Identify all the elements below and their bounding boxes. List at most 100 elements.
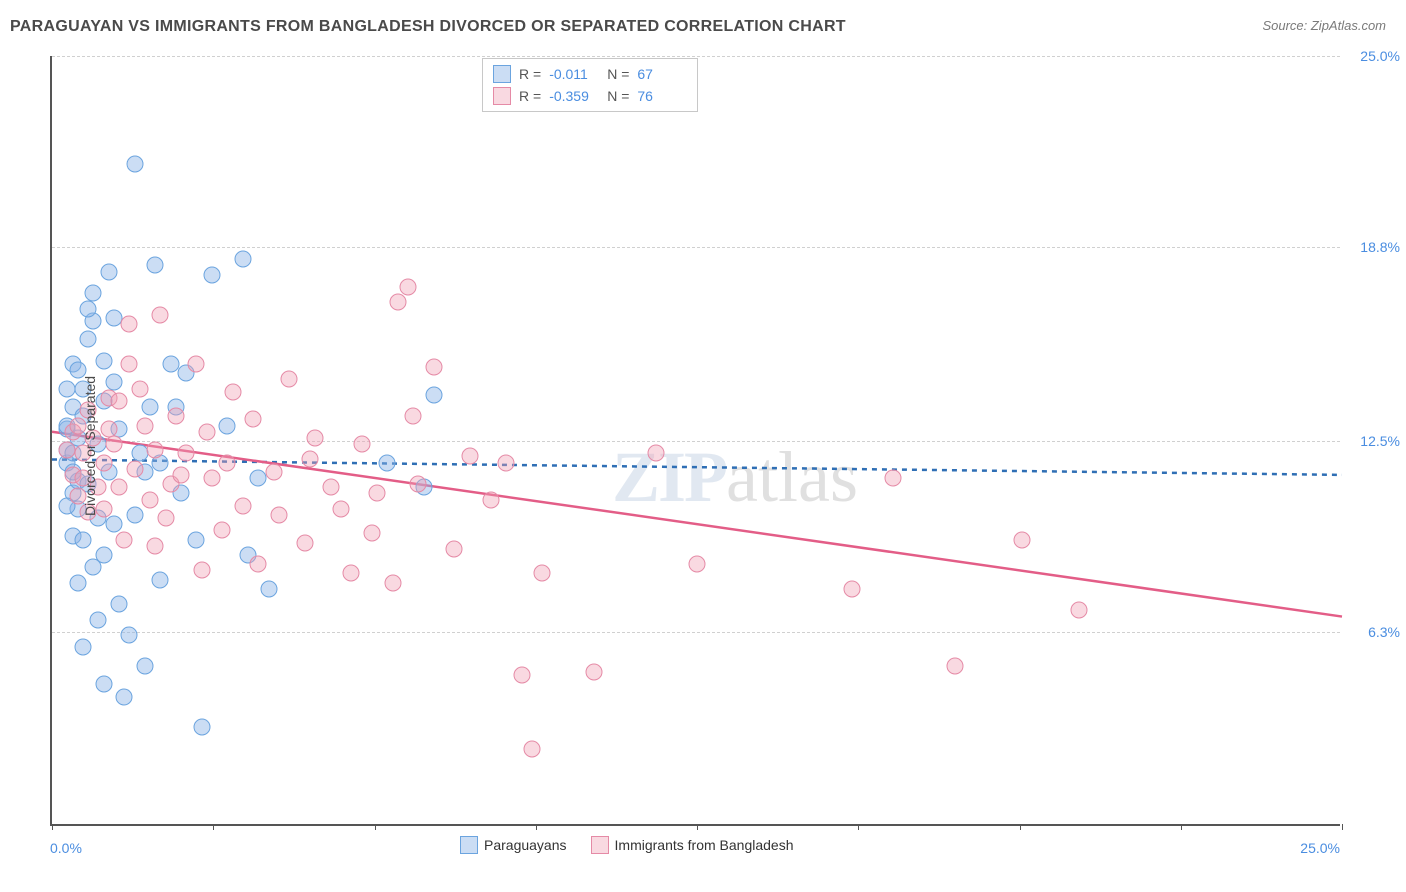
data-point <box>173 466 190 483</box>
data-point <box>281 371 298 388</box>
y-axis-label: Divorced or Separated <box>82 376 98 516</box>
data-point <box>136 657 153 674</box>
data-point <box>74 531 91 548</box>
data-point <box>219 417 236 434</box>
data-point <box>85 285 102 302</box>
data-point <box>384 574 401 591</box>
data-point <box>363 525 380 542</box>
data-point <box>111 596 128 613</box>
data-point <box>379 454 396 471</box>
data-point <box>689 556 706 573</box>
data-point <box>188 531 205 548</box>
data-point <box>121 627 138 644</box>
y-axis-tick: 6.3% <box>1345 624 1400 640</box>
data-point <box>843 580 860 597</box>
data-point <box>95 352 112 369</box>
data-point <box>302 451 319 468</box>
data-point <box>369 485 386 502</box>
data-point <box>203 469 220 486</box>
data-point <box>203 266 220 283</box>
data-point <box>85 559 102 576</box>
data-point <box>105 516 122 533</box>
data-point <box>425 359 442 376</box>
data-point <box>498 454 515 471</box>
data-point <box>116 531 133 548</box>
plot-area: ZIPatlas R =-0.011N =67R =-0.359N =76 6.… <box>50 56 1340 826</box>
data-point <box>193 562 210 579</box>
data-point <box>425 386 442 403</box>
data-point <box>410 476 427 493</box>
data-point <box>142 399 159 416</box>
data-point <box>136 417 153 434</box>
y-axis-tick: 25.0% <box>1345 48 1400 64</box>
data-point <box>193 719 210 736</box>
data-point <box>461 448 478 465</box>
data-point <box>90 611 107 628</box>
data-point <box>1070 602 1087 619</box>
legend-label: Immigrants from Bangladesh <box>615 837 794 853</box>
data-point <box>111 392 128 409</box>
x-axis-tick-mark <box>1342 824 1343 830</box>
data-point <box>100 263 117 280</box>
data-point <box>250 556 267 573</box>
data-point <box>59 442 76 459</box>
data-point <box>271 506 288 523</box>
data-point <box>80 331 97 348</box>
legend-swatch <box>460 836 478 854</box>
data-point <box>534 565 551 582</box>
data-point <box>523 741 540 758</box>
data-point <box>1014 531 1031 548</box>
data-point <box>245 411 262 428</box>
data-point <box>647 445 664 462</box>
data-point <box>234 251 251 268</box>
data-point <box>260 580 277 597</box>
data-point <box>100 420 117 437</box>
data-point <box>147 442 164 459</box>
data-point <box>219 454 236 471</box>
data-point <box>126 155 143 172</box>
data-point <box>147 537 164 554</box>
x-axis-tick-min: 0.0% <box>50 840 82 856</box>
y-axis-tick: 12.5% <box>1345 433 1400 449</box>
data-point <box>482 491 499 508</box>
legend-swatch <box>591 836 609 854</box>
bottom-legend: Paraguayans Immigrants from Bangladesh <box>460 836 793 854</box>
data-point <box>198 423 215 440</box>
data-point <box>167 408 184 425</box>
chart-title: PARAGUAYAN VS IMMIGRANTS FROM BANGLADESH… <box>10 18 846 35</box>
legend-item: Immigrants from Bangladesh <box>591 836 794 854</box>
trend-line <box>52 459 1342 474</box>
data-point <box>214 522 231 539</box>
data-point <box>80 300 97 317</box>
data-point <box>400 279 417 296</box>
data-point <box>234 497 251 514</box>
data-point <box>69 574 86 591</box>
data-point <box>152 571 169 588</box>
data-point <box>405 408 422 425</box>
data-point <box>307 429 324 446</box>
data-point <box>188 356 205 373</box>
data-point <box>74 639 91 656</box>
data-point <box>131 380 148 397</box>
trend-line <box>52 432 1342 617</box>
data-point <box>389 294 406 311</box>
data-point <box>121 356 138 373</box>
data-point <box>116 688 133 705</box>
data-point <box>95 676 112 693</box>
legend-label: Paraguayans <box>484 837 567 853</box>
data-point <box>162 356 179 373</box>
data-point <box>178 445 195 462</box>
data-point <box>446 540 463 557</box>
data-point <box>142 491 159 508</box>
data-point <box>152 306 169 323</box>
data-point <box>147 257 164 274</box>
data-point <box>250 469 267 486</box>
data-point <box>947 657 964 674</box>
data-point <box>59 380 76 397</box>
data-point <box>105 309 122 326</box>
data-point <box>111 479 128 496</box>
data-point <box>265 463 282 480</box>
data-point <box>885 469 902 486</box>
x-axis-tick-max: 25.0% <box>1300 840 1340 856</box>
legend-item: Paraguayans <box>460 836 567 854</box>
